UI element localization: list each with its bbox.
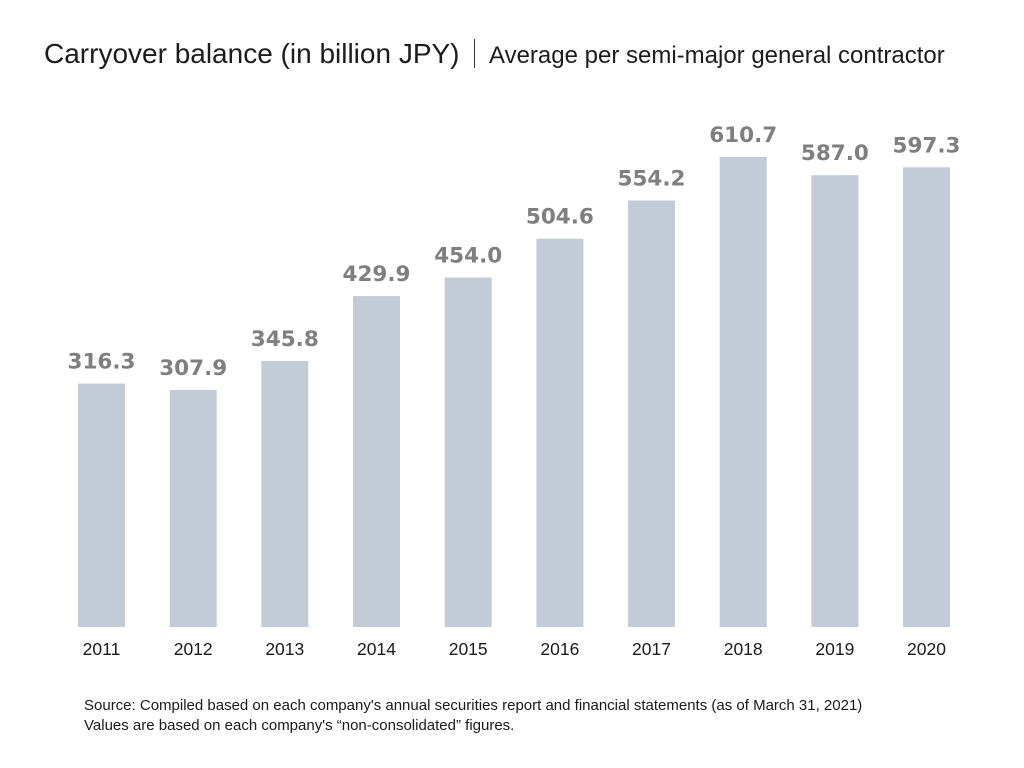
- x-tick-label-2015: 2015: [449, 639, 488, 659]
- bar-2017: [628, 200, 675, 627]
- bar-2014: [353, 296, 400, 627]
- bar-2019: [811, 175, 859, 627]
- x-tick-label-2014: 2014: [357, 639, 396, 659]
- bar-chart: 316.3 2011 307.9 2012 345.8 2013 429.9 2014 454.…: [67, 123, 960, 659]
- bar-2015: [444, 277, 492, 627]
- x-tick-label-2020: 2020: [907, 639, 946, 659]
- x-tick-label-2017: 2017: [632, 639, 671, 659]
- x-tick-label-2013: 2013: [265, 639, 304, 659]
- x-tick-label-2018: 2018: [724, 639, 763, 659]
- chart-subtitle: Average per semi-major general contracto…: [489, 42, 945, 69]
- value-label-2019: 587.0: [801, 141, 869, 166]
- bar-2016: [536, 238, 584, 627]
- chart-title: Carryover balance (in billion JPY): [44, 38, 460, 69]
- x-tick-label-2019: 2019: [815, 639, 854, 659]
- value-label-2014: 429.9: [342, 262, 410, 287]
- values-note: Values are based on each company's “non-…: [84, 717, 515, 733]
- bar-2011: [78, 383, 125, 627]
- chart-footer: Source: Compiled based on each company's…: [84, 696, 862, 733]
- x-tick-label-2012: 2012: [174, 639, 213, 659]
- value-label-2020: 597.3: [892, 133, 960, 158]
- title-divider: [474, 39, 475, 68]
- source-note: Source: Compiled based on each company's…: [84, 697, 863, 714]
- value-label-2011: 316.3: [67, 350, 135, 375]
- x-tick-label-2011: 2011: [83, 639, 121, 659]
- value-label-2012: 307.9: [159, 356, 227, 381]
- bar-2013: [261, 360, 309, 627]
- value-label-2015: 454.0: [434, 244, 502, 269]
- bar-2020: [903, 167, 950, 628]
- value-label-2013: 345.8: [251, 327, 319, 352]
- value-label-2017: 554.2: [617, 167, 685, 192]
- value-label-2016: 504.6: [526, 205, 594, 230]
- x-tick-label-2016: 2016: [540, 639, 579, 659]
- bar-2018: [719, 157, 767, 627]
- value-label-2018: 610.7: [709, 123, 777, 148]
- bar-2012: [169, 390, 217, 627]
